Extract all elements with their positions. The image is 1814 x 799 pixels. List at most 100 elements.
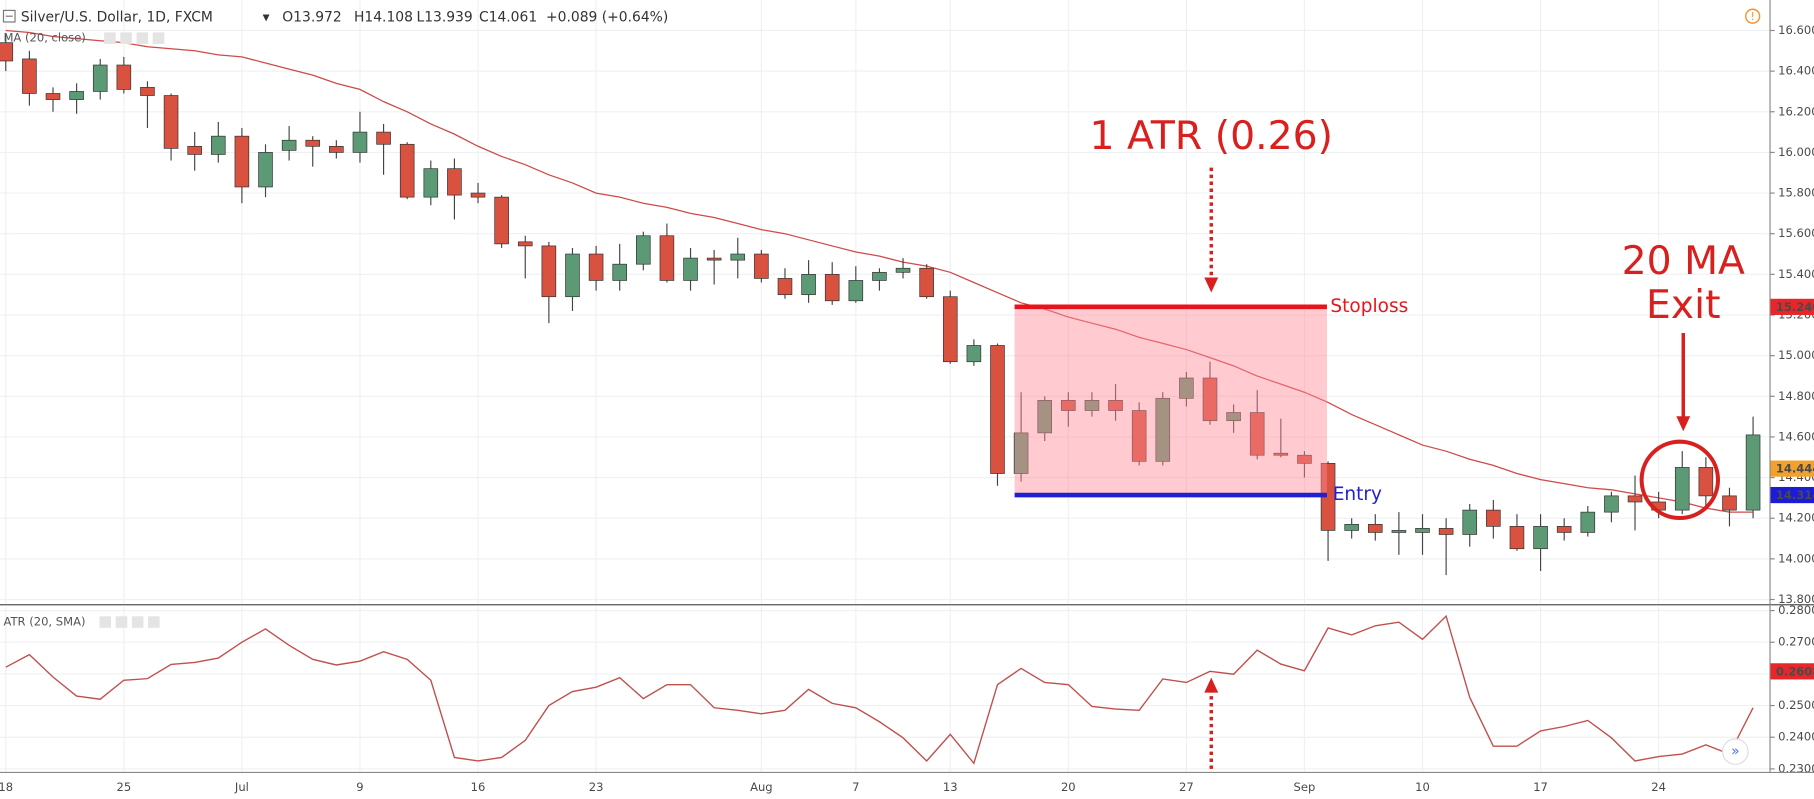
candle-body — [588, 253, 604, 281]
candle-body — [1627, 495, 1643, 503]
candle-body — [494, 196, 509, 245]
button[interactable] — [99, 616, 112, 628]
atr-note: 1 ATR (0.26) — [1090, 114, 1333, 159]
x-tick-label: 7 — [852, 780, 859, 794]
candle-body — [45, 93, 61, 100]
risk-zone — [1014, 306, 1327, 496]
candle-body — [1084, 400, 1100, 411]
y-tick-label: 15.000 — [1778, 348, 1814, 362]
atr-arrowhead — [1204, 277, 1219, 293]
y-tick-label: 14.600 — [1778, 429, 1814, 443]
symbol[interactable]: Silver/U.S. Dollar, 1D, FXCM — [21, 9, 213, 25]
candle-body — [0, 42, 14, 62]
candle-body — [1580, 511, 1596, 533]
candle-body — [1226, 412, 1241, 422]
candle-body — [895, 267, 911, 273]
candle-body — [1061, 400, 1076, 411]
candle-body — [730, 253, 746, 261]
candle-body — [22, 58, 37, 94]
candle-body — [1131, 410, 1147, 462]
x-tick-label: Jul — [234, 780, 249, 794]
button[interactable] — [115, 616, 128, 628]
x-tick-label: 16 — [471, 780, 486, 794]
y-tick-label: 16.000 — [1778, 145, 1814, 159]
candle-body — [163, 95, 179, 149]
candle-body — [517, 241, 533, 247]
candle-body — [706, 257, 722, 261]
x-tick-label: 25 — [116, 780, 131, 794]
candle-body — [352, 131, 368, 153]
button[interactable] — [152, 32, 165, 44]
warning-icon[interactable] — [1745, 8, 1761, 24]
atr-badge-label: 0.2608 — [1776, 664, 1814, 678]
ohlc-change: +0.089 (+0.64%) — [546, 9, 668, 25]
candle-body — [1037, 400, 1053, 434]
x-tick-label: 27 — [1179, 780, 1194, 794]
y-tick-label: 14.800 — [1778, 389, 1814, 403]
candle-body — [659, 235, 675, 281]
candle-body — [612, 263, 627, 281]
x-tick-label: Sep — [1294, 780, 1316, 794]
candle-body — [1604, 495, 1619, 513]
candle-body — [140, 87, 155, 96]
stoploss-label: Stoploss — [1330, 296, 1408, 317]
y-tick-label: 16.400 — [1778, 64, 1814, 78]
x-tick-label: 18 — [0, 780, 13, 794]
scroll-button[interactable] — [1722, 738, 1749, 765]
price-badge — [1770, 298, 1814, 315]
candle-body — [1415, 528, 1430, 533]
ohlc-high: H14.108 — [354, 9, 413, 25]
dropdown[interactable]: ▾ — [263, 9, 270, 25]
candle-body — [305, 139, 321, 147]
candle-body — [801, 274, 816, 296]
y-tick-label: 14.200 — [1778, 511, 1814, 525]
candle-body — [1273, 452, 1289, 456]
candle-body — [1249, 412, 1265, 456]
candle-body — [1438, 528, 1454, 535]
candle-body — [966, 345, 982, 363]
candle-body — [565, 253, 580, 298]
ma-legend[interactable]: MA (20, close) — [3, 31, 85, 45]
candle-body — [1674, 467, 1690, 511]
atr-legend[interactable]: ATR (20, SMA) — [3, 615, 85, 629]
button[interactable] — [104, 32, 116, 44]
y-tick-label: 16.200 — [1778, 104, 1814, 118]
candle-body — [92, 64, 108, 92]
candle-body — [848, 280, 864, 302]
candle-body — [1367, 523, 1383, 533]
x-tick-label: 24 — [1651, 780, 1666, 794]
candle-body — [1344, 523, 1359, 531]
button[interactable] — [131, 616, 144, 628]
scroll-icon: » — [1731, 744, 1739, 760]
button[interactable] — [120, 32, 132, 44]
collapse-button[interactable] — [2, 9, 16, 23]
x-tick-label: 20 — [1061, 780, 1076, 794]
candle-body — [1722, 495, 1737, 511]
x-tick-label: Aug — [750, 780, 773, 794]
button[interactable] — [136, 32, 149, 44]
candle-body — [69, 91, 84, 100]
button[interactable] — [148, 616, 160, 628]
candle-body — [1155, 397, 1171, 462]
candle-body — [1391, 530, 1407, 533]
candle-body — [636, 235, 651, 265]
y-tick-label: 15.600 — [1778, 226, 1814, 240]
candle-body — [281, 139, 297, 151]
candle-body — [942, 296, 958, 363]
candle-body — [329, 145, 344, 153]
ohlc-open: O13.972 — [282, 9, 341, 25]
atr-up-arrowhead — [1204, 677, 1219, 693]
entry-label: Entry — [1333, 484, 1382, 505]
y-tick-label: 0.2800 — [1778, 603, 1814, 617]
ohlc-close: C14.061 — [479, 9, 537, 25]
candle-body — [919, 267, 934, 298]
candle-body — [754, 253, 769, 279]
candle-body — [258, 152, 273, 188]
candle-body — [1533, 526, 1548, 550]
atr-buttons — [99, 616, 160, 628]
